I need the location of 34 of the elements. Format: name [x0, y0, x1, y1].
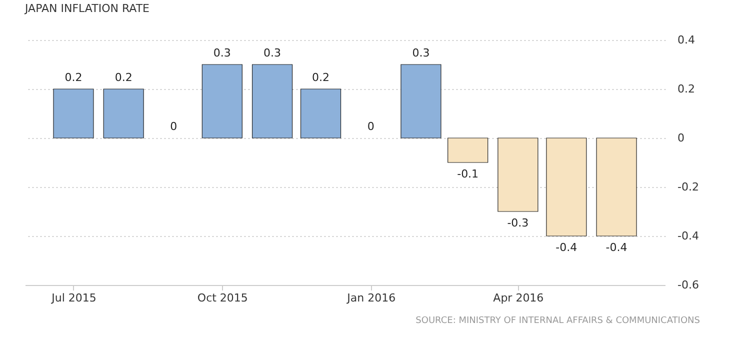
source-note: SOURCE: MINISTRY OF INTERNAL AFFAIRS & COMMUNICATIONS	[414, 316, 700, 326]
bar	[498, 138, 538, 212]
data-label: 0.3	[264, 46, 282, 60]
data-label: -0.4	[606, 241, 628, 254]
data-label: -0.3	[507, 216, 529, 230]
bar	[252, 64, 293, 138]
bar	[300, 88, 342, 138]
bar	[448, 138, 488, 163]
bar	[202, 64, 242, 138]
bar	[596, 138, 637, 236]
x-tick-label: Oct 2015	[197, 292, 248, 304]
y-tick-label: -0.6	[678, 278, 699, 292]
x-tick-label: Apr 2016	[493, 292, 544, 304]
x-tick-label: Jul 2015	[50, 292, 96, 304]
data-label: 0.2	[312, 71, 330, 84]
data-label: 0	[367, 120, 374, 133]
x-tick-label: Jan 2016	[346, 292, 396, 304]
bar	[546, 138, 587, 236]
y-tick-label: 0.2	[678, 82, 695, 96]
data-label: 0.3	[213, 46, 231, 60]
bar	[53, 88, 94, 138]
data-label: 0.2	[114, 71, 132, 84]
y-tick-label: -0.2	[678, 180, 699, 194]
data-label: -0.4	[556, 241, 578, 254]
y-tick-label: 0	[678, 132, 684, 144]
bar	[103, 88, 144, 138]
data-label: 0.2	[64, 71, 82, 84]
data-label: -0.1	[457, 168, 479, 180]
data-label: 0.3	[412, 46, 430, 60]
y-tick-label: -0.4	[678, 230, 699, 242]
y-tick-label: 0.4	[678, 34, 695, 46]
chart-title: JAPAN INFLATION RATE	[24, 2, 150, 15]
data-label: 0	[170, 120, 178, 133]
bar	[400, 64, 442, 138]
